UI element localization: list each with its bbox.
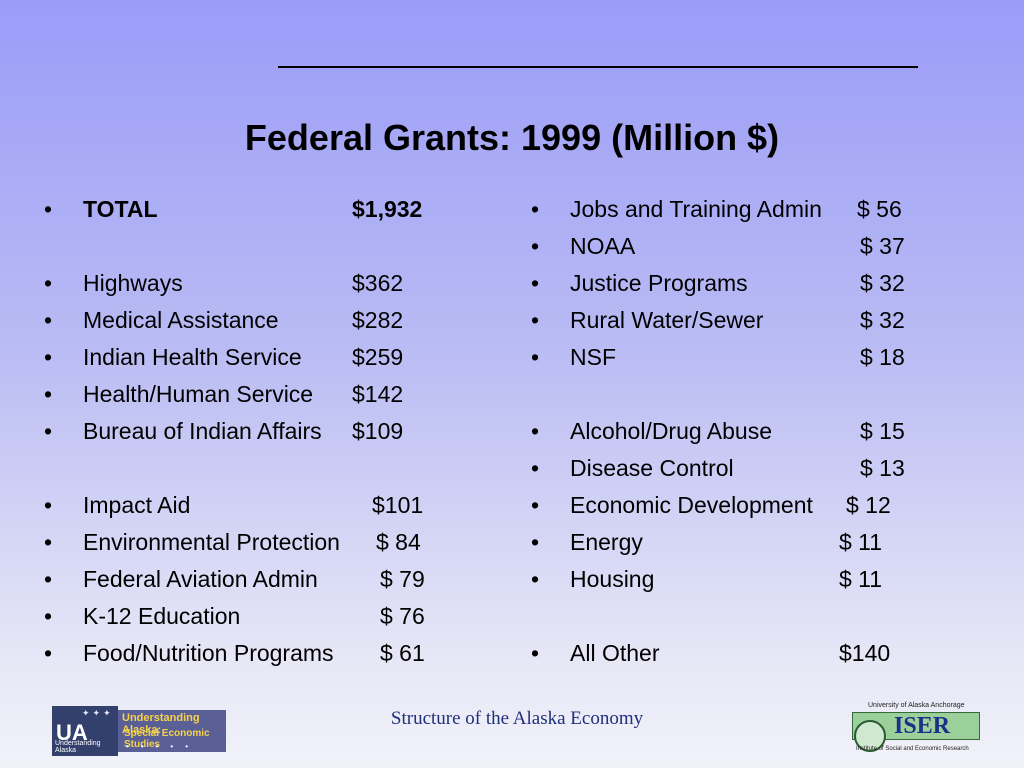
item-label: Federal Aviation Admin <box>83 566 318 592</box>
item-value: $140 <box>839 640 891 666</box>
ua-logo-line1: Understanding Alaska: <box>122 712 200 736</box>
item-label: Health/Human Service <box>83 381 314 407</box>
item-value: $ 32 <box>860 270 905 296</box>
bullet: • <box>44 381 53 407</box>
item-value: $ 11 <box>839 529 883 555</box>
item-label: Bureau of Indian Affairs <box>83 418 322 444</box>
bullet: • <box>531 492 540 518</box>
bullet: • <box>44 640 53 666</box>
bullet: • <box>44 566 53 592</box>
title-rule <box>278 66 918 68</box>
iser-logo: University of Alaska Anchorage ISER Inst… <box>850 702 982 758</box>
iser-logo-bottom-text: Institute of Social and Economic Researc… <box>856 746 969 752</box>
ua-logo-small-text: Understanding Alaska <box>55 740 101 754</box>
item-label: Disease Control <box>570 455 734 481</box>
item-label: Indian Health Service <box>83 344 302 370</box>
ua-logo-letters: UA <box>56 720 88 745</box>
understanding-alaska-logo: ✦✦✦ UA Understanding Alaska Understandin… <box>52 702 228 758</box>
bullet: • <box>44 307 53 333</box>
item-label: Alcohol/Drug Abuse <box>570 418 773 444</box>
item-value: $ 61 <box>380 640 425 666</box>
item-label: Medical Assistance <box>83 307 279 333</box>
bullet: • <box>531 640 540 666</box>
item-label: Jobs and Training Admin <box>570 196 822 222</box>
iser-logo-word: ISER <box>894 713 951 739</box>
item-value: $ 37 <box>860 233 905 259</box>
footer-text: Structure of the Alaska Economy <box>390 708 644 729</box>
item-value: $ 18 <box>860 344 905 370</box>
item-value: $ 12 <box>846 492 891 518</box>
globe-icon <box>854 720 886 752</box>
item-label: Highways <box>83 270 183 296</box>
item-label: All Other <box>570 640 660 666</box>
bullet: • <box>531 455 540 481</box>
bullet: • <box>531 344 540 370</box>
bullet: • <box>44 529 53 555</box>
item-label: Housing <box>570 566 655 592</box>
bullet: • <box>531 196 540 222</box>
item-value: $142 <box>352 381 404 407</box>
bullet: • <box>531 307 540 333</box>
item-value: $259 <box>352 344 404 370</box>
item-value: $ 84 <box>376 529 421 555</box>
bullet: • <box>44 344 53 370</box>
ua-logo-box: ✦✦✦ UA Understanding Alaska <box>52 706 118 756</box>
item-label: NSF <box>570 344 616 370</box>
item-label: Energy <box>570 529 643 555</box>
item-label: Justice Programs <box>570 270 748 296</box>
item-value: $ 13 <box>860 455 905 481</box>
item-value: $282 <box>352 307 404 333</box>
bullet: • <box>531 529 540 555</box>
bullet: • <box>531 566 540 592</box>
star-icons: ✦✦✦ <box>82 708 114 718</box>
item-label: Rural Water/Sewer <box>570 307 764 333</box>
item-value: $101 <box>372 492 424 518</box>
bullet: • <box>531 418 540 444</box>
bullet: • <box>44 492 53 518</box>
item-label: Economic Development <box>570 492 813 518</box>
item-label: TOTAL <box>83 196 158 222</box>
bullet: • <box>531 233 540 259</box>
item-value: $1,932 <box>352 196 423 222</box>
item-label: Food/Nutrition Programs <box>83 640 334 666</box>
item-value: $ 56 <box>857 196 902 222</box>
bullet: • <box>44 270 53 296</box>
dot-icons: ••••• <box>126 742 201 751</box>
bullet: • <box>44 603 53 629</box>
slide-title: Federal Grants: 1999 (Million $) <box>244 117 780 158</box>
item-value: $ 76 <box>380 603 425 629</box>
item-value: $ 79 <box>380 566 425 592</box>
item-value: $362 <box>352 270 404 296</box>
iser-logo-top-text: University of Alaska Anchorage <box>868 702 965 709</box>
ua-logo-line2: Special Economic Studies <box>124 728 210 750</box>
ua-logo-band <box>118 710 226 752</box>
bullet: • <box>44 196 53 222</box>
item-label: K-12 Education <box>83 603 241 629</box>
item-value: $ 11 <box>839 566 883 592</box>
item-value: $109 <box>352 418 404 444</box>
item-label: NOAA <box>570 233 636 259</box>
item-label: Impact Aid <box>83 492 191 518</box>
bullet: • <box>531 270 540 296</box>
bullet: • <box>44 418 53 444</box>
item-value: $ 15 <box>860 418 905 444</box>
item-value: $ 32 <box>860 307 905 333</box>
item-label: Environmental Protection <box>83 529 340 555</box>
